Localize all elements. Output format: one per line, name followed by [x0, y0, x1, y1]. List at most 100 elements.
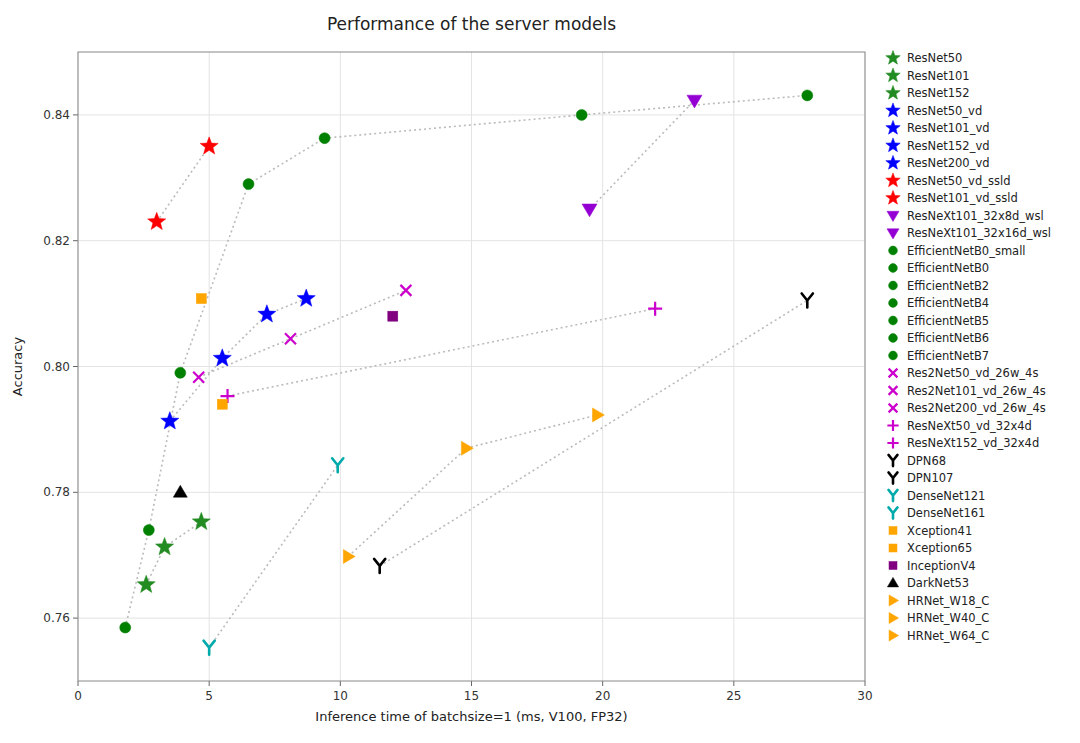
legend-marker — [886, 68, 900, 82]
tick — [73, 240, 78, 241]
legend-marker — [889, 299, 898, 308]
tick-label: 0.80 — [43, 360, 70, 374]
legend-label: Xception65 — [907, 541, 972, 555]
tick — [73, 366, 78, 367]
legend-label: EfficientNetB6 — [907, 331, 989, 345]
legend-label: EfficientNetB0 — [907, 261, 989, 275]
connection-line — [209, 465, 338, 647]
tick — [73, 114, 78, 115]
point — [802, 90, 813, 101]
legend-marker — [889, 562, 897, 570]
legend-label: DPN68 — [907, 454, 946, 468]
legend-marker — [889, 351, 898, 360]
connection-lines — [125, 95, 807, 647]
point — [173, 485, 187, 497]
legend: ResNet50ResNet101ResNet152ResNet50_vdRes… — [886, 50, 1051, 642]
point — [258, 305, 276, 322]
tick-label: 0 — [74, 689, 82, 703]
legend-label: ResNeXt101_32x8d_wsl — [907, 209, 1044, 223]
connection-line — [146, 522, 201, 585]
legend-marker — [887, 577, 898, 587]
points — [120, 90, 813, 655]
point — [243, 179, 254, 190]
tick — [602, 681, 603, 686]
legend-label: DenseNet121 — [907, 489, 985, 503]
tick — [73, 618, 78, 619]
legend-marker — [889, 527, 897, 535]
point — [319, 133, 330, 144]
tick-label: 25 — [726, 689, 741, 703]
legend-label: EfficientNetB2 — [907, 279, 989, 293]
legend-label: ResNet152 — [907, 86, 970, 100]
point — [374, 559, 385, 573]
point — [192, 512, 210, 529]
point — [802, 293, 813, 307]
legend-label: ResNeXt101_32x16d_wsl — [907, 226, 1051, 240]
tick-label: 0.78 — [43, 485, 70, 499]
legend-label: EfficientNetB7 — [907, 349, 989, 363]
legend-label: Xception41 — [907, 524, 972, 538]
legend-marker — [889, 246, 898, 255]
point — [137, 575, 155, 592]
legend-marker — [886, 155, 900, 169]
point — [193, 372, 204, 383]
point — [343, 549, 355, 563]
connection-line — [157, 146, 209, 221]
tick-label: 0.82 — [43, 234, 70, 248]
point — [120, 622, 131, 633]
legend-label: InceptionV4 — [907, 559, 976, 573]
legend-marker — [889, 334, 898, 343]
point — [593, 408, 605, 422]
connection-line — [590, 100, 695, 209]
tick-label: 0.76 — [43, 611, 70, 625]
point — [285, 333, 296, 344]
legend-label: EfficientNetB0_small — [907, 244, 1026, 258]
legend-marker — [889, 455, 898, 466]
tick — [209, 681, 210, 686]
legend-marker — [887, 420, 898, 431]
legend-label: DarkNet53 — [907, 576, 969, 590]
legend-marker — [889, 490, 898, 501]
legend-marker — [886, 85, 900, 99]
plot-frame — [78, 52, 865, 681]
legend-label: EfficientNetB4 — [907, 296, 989, 310]
legend-marker — [886, 138, 900, 152]
x-axis-label: Inference time of batchsize=1 (ms, V100,… — [315, 709, 627, 724]
tick-label: 5 — [205, 689, 213, 703]
grid-line — [78, 618, 865, 619]
axes: 0510152025300.760.780.800.820.84 — [43, 52, 872, 703]
connection-line — [380, 300, 808, 565]
legend-label: ResNet50 — [907, 51, 962, 65]
legend-label: ResNet101_vd — [907, 121, 990, 135]
point — [213, 349, 231, 366]
tick — [733, 681, 734, 686]
legend-marker — [886, 190, 900, 204]
legend-label: HRNet_W40_C — [907, 611, 989, 625]
point — [217, 399, 227, 409]
legend-label: HRNet_W64_C — [907, 629, 989, 643]
y-axis-label: Accuracy — [10, 337, 25, 397]
point — [297, 289, 315, 306]
legend-label: Res2Net101_vd_26w_4s — [907, 384, 1046, 398]
legend-marker — [889, 612, 899, 623]
tick-label: 10 — [333, 689, 348, 703]
point — [582, 204, 597, 217]
legend-marker — [886, 50, 900, 64]
legend-label: Res2Net50_vd_26w_4s — [907, 366, 1038, 380]
legend-label: ResNet101_vd_ssld — [907, 191, 1018, 205]
grid — [78, 52, 865, 681]
legend-marker — [886, 173, 900, 187]
legend-label: DPN107 — [907, 471, 953, 485]
legend-marker — [889, 386, 898, 395]
legend-marker — [889, 404, 898, 413]
point — [461, 441, 473, 455]
point — [400, 285, 411, 296]
legend-label: ResNet200_vd — [907, 156, 990, 170]
tick-label: 20 — [595, 689, 610, 703]
legend-marker — [887, 437, 898, 448]
grid-line — [78, 114, 865, 115]
connection-line — [228, 309, 656, 396]
point — [175, 367, 186, 378]
point — [648, 302, 662, 316]
legend-marker — [889, 507, 898, 518]
